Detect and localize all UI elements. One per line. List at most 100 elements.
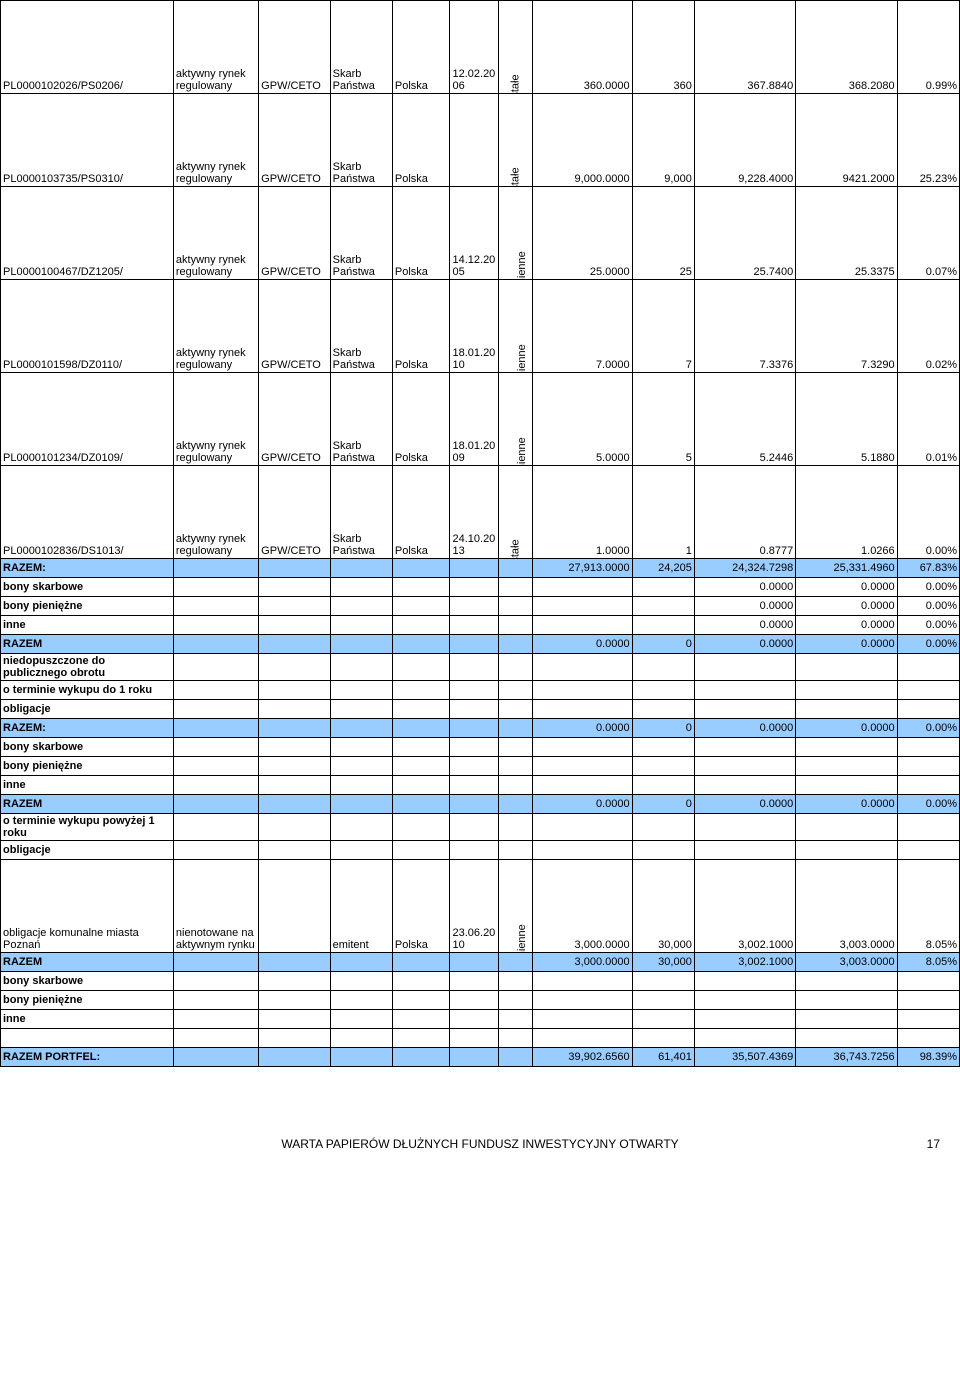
section-label-cell: o terminie wykupu powyżej 1 roku <box>1 814 174 841</box>
section-label-cell: obligacje <box>1 841 174 860</box>
value-cell <box>897 654 959 681</box>
text-cell <box>259 814 330 841</box>
text-cell: Polska <box>392 860 450 953</box>
rate-type-cell <box>498 841 533 860</box>
text-cell <box>330 654 392 681</box>
section-label-cell: inne <box>1 616 174 635</box>
value-cell <box>796 700 897 719</box>
section-label-cell: RAZEM: <box>1 719 174 738</box>
text-cell: Polska <box>392 280 450 373</box>
text-cell <box>392 700 450 719</box>
value-cell: 30,000 <box>632 953 694 972</box>
text-cell <box>392 972 450 991</box>
empty-cell <box>897 1029 959 1048</box>
value-cell: 36,743.7256 <box>796 1048 897 1067</box>
empty-cell <box>796 1029 897 1048</box>
text-cell <box>392 559 450 578</box>
value-cell: 9,000 <box>632 94 694 187</box>
rate-type-cell <box>498 559 533 578</box>
text-cell <box>259 953 330 972</box>
text-cell: 23.06.2010 <box>450 860 498 953</box>
value-cell: 0.0000 <box>694 578 795 597</box>
text-cell <box>450 814 498 841</box>
value-cell <box>632 1010 694 1029</box>
text-cell <box>330 559 392 578</box>
text-cell <box>392 953 450 972</box>
section-label-cell: bony pieniężne <box>1 991 174 1010</box>
value-cell <box>632 776 694 795</box>
text-cell: Skarb Państwa <box>330 373 392 466</box>
text-cell <box>259 841 330 860</box>
value-cell: 0.0000 <box>796 719 897 738</box>
empty-cell <box>450 1029 498 1048</box>
text-cell <box>259 972 330 991</box>
value-cell: 360 <box>632 1 694 94</box>
rate-type-label: stałe <box>510 74 522 93</box>
text-cell <box>330 814 392 841</box>
rate-type-cell <box>498 681 533 700</box>
text-cell <box>330 776 392 795</box>
table-row: bony pieniężne <box>1 991 960 1010</box>
table-row: PL0000101234/DZ0109/aktywny rynek regulo… <box>1 373 960 466</box>
table-row: bony skarbowe0.00000.00000.00% <box>1 578 960 597</box>
text-cell <box>173 814 258 841</box>
value-cell: 0.0000 <box>796 578 897 597</box>
table-row: inne0.00000.00000.00% <box>1 616 960 635</box>
rate-type-cell: zmienne <box>498 187 533 280</box>
text-cell <box>392 616 450 635</box>
value-cell <box>632 597 694 616</box>
text-cell <box>450 578 498 597</box>
text-cell <box>330 841 392 860</box>
table-row: obligacje komunalne miasta Poznańnienoto… <box>1 860 960 953</box>
table-row: bony skarbowe <box>1 738 960 757</box>
section-label-cell: bony skarbowe <box>1 972 174 991</box>
rate-type-cell: zmienne <box>498 373 533 466</box>
id-cell: PL0000100467/DZ1205/ <box>1 187 174 280</box>
text-cell <box>450 795 498 814</box>
text-cell <box>173 654 258 681</box>
text-cell <box>259 681 330 700</box>
text-cell <box>330 700 392 719</box>
text-cell <box>173 953 258 972</box>
rate-type-cell: stałe <box>498 94 533 187</box>
value-cell: 5.0000 <box>533 373 632 466</box>
value-cell <box>897 991 959 1010</box>
value-cell <box>897 681 959 700</box>
value-cell: 24,205 <box>632 559 694 578</box>
value-cell <box>533 700 632 719</box>
text-cell: aktywny rynek regulowany <box>173 466 258 559</box>
value-cell: 0.0000 <box>533 795 632 814</box>
section-label-cell: bony skarbowe <box>1 738 174 757</box>
value-cell: 5.2446 <box>694 373 795 466</box>
text-cell: Skarb Państwa <box>330 187 392 280</box>
text-cell <box>330 616 392 635</box>
value-cell <box>694 681 795 700</box>
rate-type-cell: zmienne <box>498 860 533 953</box>
id-cell: PL0000102026/PS0206/ <box>1 1 174 94</box>
value-cell: 25,331.4960 <box>796 559 897 578</box>
text-cell: aktywny rynek regulowany <box>173 94 258 187</box>
value-cell <box>632 814 694 841</box>
rate-type-cell <box>498 1010 533 1029</box>
table-row: RAZEM:27,913.000024,20524,324.729825,331… <box>1 559 960 578</box>
value-cell <box>533 654 632 681</box>
value-cell: 0.01% <box>897 373 959 466</box>
value-cell: 25.23% <box>897 94 959 187</box>
value-cell: 8.05% <box>897 860 959 953</box>
text-cell <box>173 681 258 700</box>
value-cell <box>694 1010 795 1029</box>
text-cell: aktywny rynek regulowany <box>173 187 258 280</box>
value-cell <box>694 776 795 795</box>
value-cell <box>533 738 632 757</box>
table-row: niedopuszczone do publicznego obrotu <box>1 654 960 681</box>
value-cell: 0.0000 <box>533 719 632 738</box>
table-row: PL0000102836/DS1013/aktywny rynek regulo… <box>1 466 960 559</box>
empty-cell <box>632 1029 694 1048</box>
empty-cell <box>392 1029 450 1048</box>
value-cell <box>632 757 694 776</box>
rate-type-cell <box>498 795 533 814</box>
value-cell: 3,003.0000 <box>796 953 897 972</box>
rate-type-label: zmienne <box>516 437 528 465</box>
table-row: PL0000101598/DZ0110/aktywny rynek regulo… <box>1 280 960 373</box>
empty-cell <box>694 1029 795 1048</box>
